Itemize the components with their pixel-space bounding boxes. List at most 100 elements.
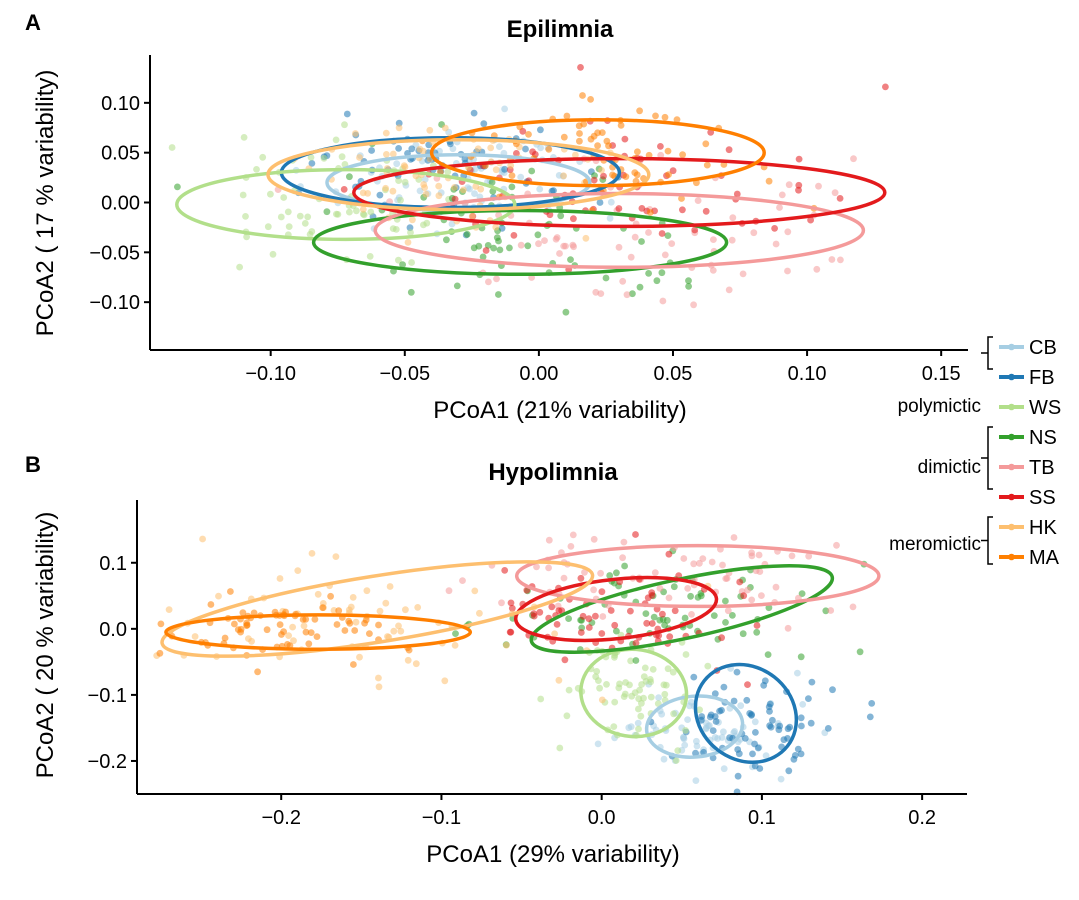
point-ss xyxy=(725,146,733,154)
point-tb xyxy=(569,531,577,539)
point-tb xyxy=(805,552,813,560)
point-ns xyxy=(475,242,483,250)
point-ns xyxy=(346,173,353,181)
point-ws xyxy=(395,177,402,185)
point-ma xyxy=(576,137,583,145)
point-hk xyxy=(451,184,458,191)
point-ns xyxy=(765,604,773,612)
x-tick-label: 0.00 xyxy=(519,363,558,385)
point-ns xyxy=(534,231,542,239)
point-hk xyxy=(191,633,199,640)
point-cb xyxy=(731,728,738,735)
x-tick-label: 0.2 xyxy=(908,807,936,829)
point-ws xyxy=(240,134,248,141)
point-hk xyxy=(419,147,427,155)
point-tb xyxy=(615,243,623,251)
point-tb xyxy=(758,592,765,599)
point-hk xyxy=(472,183,480,190)
point-ss xyxy=(451,195,459,203)
point-tb xyxy=(556,250,563,257)
point-cb xyxy=(794,669,801,677)
y-ticks-a: 0.10 0.05 0.00 −0.05 −0.10 xyxy=(89,93,150,314)
point-ma xyxy=(634,148,641,156)
point-ws xyxy=(296,212,304,220)
point-ss xyxy=(579,612,587,620)
point-tb xyxy=(498,599,505,607)
point-ws xyxy=(610,723,618,730)
point-ss xyxy=(506,628,514,636)
point-tb xyxy=(590,535,598,543)
legend-group-dimictic: dimictic xyxy=(918,457,981,478)
point-ma xyxy=(366,630,373,637)
point-ma xyxy=(636,107,643,115)
point-tb xyxy=(696,559,703,567)
point-ws xyxy=(682,651,690,658)
point-ws xyxy=(635,695,643,703)
point-ma xyxy=(587,96,594,103)
point-tb xyxy=(560,242,568,250)
point-ws xyxy=(366,253,374,260)
x-ticks-b: −0.2 −0.1 0.0 0.1 0.2 xyxy=(261,794,936,829)
point-hk xyxy=(397,627,405,635)
point-ws xyxy=(649,666,657,673)
x-ticks-a: −0.10 −0.05 0.00 0.05 0.10 0.15 xyxy=(245,350,961,385)
point-ns xyxy=(528,167,536,175)
point-ss xyxy=(836,195,844,202)
point-ns xyxy=(443,236,450,244)
y-axis-title-a: PCoA2 ( 17 % variability) xyxy=(32,70,59,337)
point-fb xyxy=(733,668,741,676)
point-hk xyxy=(375,674,382,682)
point-ws xyxy=(367,208,375,216)
point-hk xyxy=(289,623,296,631)
point-ss xyxy=(482,247,490,254)
point-ss xyxy=(615,205,623,212)
point-cb xyxy=(687,698,695,706)
point-tb xyxy=(684,585,692,592)
point-fb xyxy=(343,110,351,118)
point-fb xyxy=(480,120,488,128)
point-ns xyxy=(508,183,516,191)
legend-bracket-meromictic xyxy=(987,516,993,565)
point-fb xyxy=(866,713,874,721)
point-ws xyxy=(395,256,402,264)
ellipse-hk xyxy=(266,137,651,212)
point-ma xyxy=(302,628,310,636)
legend-dot-hk xyxy=(1008,523,1015,531)
point-tb xyxy=(541,237,548,245)
point-ma xyxy=(227,588,234,595)
point-ma xyxy=(622,173,630,181)
ellipse-cb xyxy=(644,694,745,759)
point-fb xyxy=(408,145,416,153)
point-ws xyxy=(662,681,670,689)
point-ws xyxy=(647,693,655,701)
point-ns xyxy=(632,657,640,664)
point-tb xyxy=(837,256,844,264)
x-tick-label: −0.1 xyxy=(422,807,461,829)
point-ns xyxy=(710,612,718,619)
y-tick-label: −0.05 xyxy=(89,242,140,264)
point-ma xyxy=(254,668,261,676)
point-ma xyxy=(646,209,654,216)
point-ss xyxy=(555,607,563,614)
point-ws xyxy=(284,208,292,216)
point-ns xyxy=(452,630,459,637)
point-hk xyxy=(386,583,394,590)
point-fb xyxy=(734,772,742,780)
point-tb xyxy=(533,563,540,571)
point-ns xyxy=(557,212,565,220)
point-ss xyxy=(598,588,606,596)
y-ticks-b: 0.1 0.0 −0.1 −0.2 xyxy=(88,553,137,773)
point-cb xyxy=(799,701,807,708)
legend-dot-ws xyxy=(1008,403,1015,411)
point-ss xyxy=(585,615,593,623)
point-tb xyxy=(728,236,736,244)
point-ma xyxy=(243,622,251,629)
point-fb xyxy=(780,736,788,744)
point-hk xyxy=(376,607,384,615)
point-fb xyxy=(798,722,805,730)
point-tb xyxy=(827,607,835,614)
point-fb xyxy=(447,140,454,148)
point-fb xyxy=(470,109,478,117)
point-tb xyxy=(722,575,730,582)
legend-dot-tb xyxy=(1008,463,1015,471)
